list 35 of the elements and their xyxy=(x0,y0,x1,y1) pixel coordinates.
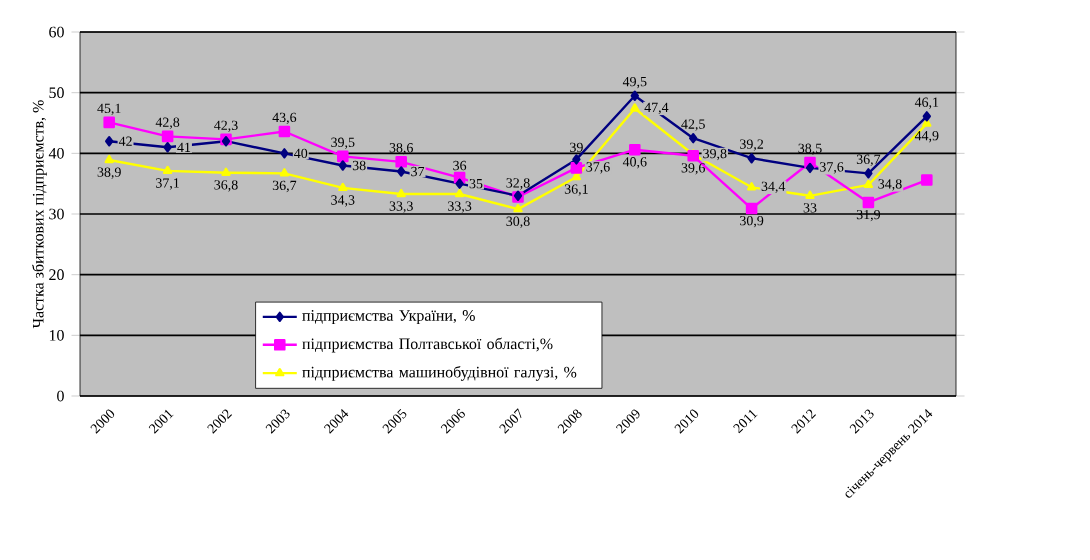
point xyxy=(863,179,874,189)
point xyxy=(862,196,875,209)
point xyxy=(162,165,173,175)
point xyxy=(864,168,873,179)
point xyxy=(163,142,172,153)
point xyxy=(630,103,640,112)
point xyxy=(337,150,349,163)
point xyxy=(805,190,815,199)
point xyxy=(921,174,933,186)
point xyxy=(221,167,231,176)
point xyxy=(745,202,758,215)
point xyxy=(338,160,347,171)
point xyxy=(454,188,465,198)
point xyxy=(397,166,406,177)
point xyxy=(805,162,815,174)
point xyxy=(105,136,114,147)
point xyxy=(746,182,757,191)
point xyxy=(338,182,348,192)
point xyxy=(103,116,115,129)
point xyxy=(280,148,289,159)
point xyxy=(161,130,174,143)
point xyxy=(513,203,523,213)
point xyxy=(570,162,583,174)
point xyxy=(689,132,698,144)
point xyxy=(922,111,931,122)
point xyxy=(629,143,641,156)
point xyxy=(572,154,581,165)
point xyxy=(279,168,290,177)
point xyxy=(395,156,407,168)
point xyxy=(278,125,291,138)
point xyxy=(747,153,756,164)
point xyxy=(396,188,406,198)
point xyxy=(104,154,114,164)
point xyxy=(630,90,639,101)
point xyxy=(455,178,464,189)
